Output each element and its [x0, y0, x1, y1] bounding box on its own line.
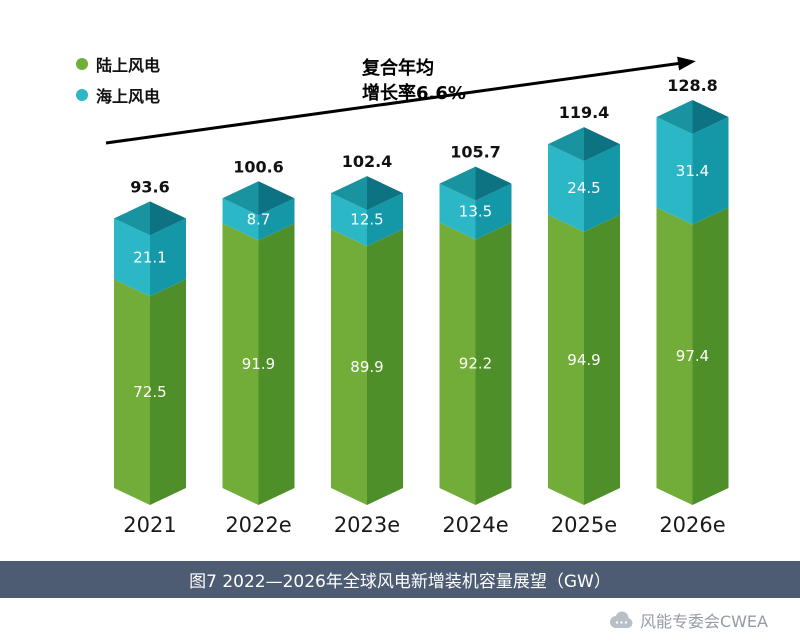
offshore-value-label: 21.1 — [133, 248, 166, 266]
category-label: 2022e — [225, 513, 291, 537]
onshore-right-face — [367, 229, 403, 505]
offshore-top-cap-right — [367, 176, 403, 211]
offshore-top-cap-right — [475, 166, 512, 201]
total-label: 102.4 — [342, 152, 393, 171]
offshore-top-cap-right — [258, 181, 295, 216]
chart-legend: 陆上风电 海上风电 — [76, 52, 160, 107]
total-label: 128.8 — [667, 76, 718, 95]
bar-2026e: 128.8 31.4 97.4 2026e — [656, 76, 729, 537]
offshore-top-cap-right — [150, 201, 186, 236]
offshore-top-cap-left — [548, 127, 584, 162]
onshore-right-face — [692, 207, 729, 505]
offshore-value-label: 8.7 — [247, 210, 271, 228]
category-label: 2021 — [123, 513, 176, 537]
onshore-left-face — [439, 222, 476, 506]
offshore-left-face — [548, 144, 584, 232]
legend-label-onshore: 陆上风电 — [96, 56, 161, 75]
onshore-left-face — [222, 223, 259, 505]
offshore-top-cap-left — [114, 201, 150, 236]
onshore-right-face — [258, 223, 295, 505]
bar-2021: 93.6 21.1 72.5 2021 — [114, 177, 186, 537]
figure-caption: 图7 2022—2026年全球风电新增装机容量展望（GW） — [189, 572, 611, 592]
onshore-value-label: 89.9 — [350, 358, 383, 376]
offshore-left-face — [222, 198, 259, 241]
cagr-annotation-line2: 增长率6.6% — [362, 83, 466, 104]
offshore-value-label: 24.5 — [567, 179, 600, 197]
offshore-right-face — [258, 198, 295, 241]
total-label: 119.4 — [559, 103, 610, 122]
offshore-right-face — [367, 193, 403, 247]
total-label: 100.6 — [233, 157, 284, 176]
offshore-right-face — [475, 183, 512, 240]
legend-item-onshore: 陆上风电 — [76, 52, 160, 76]
total-label: 105.7 — [450, 143, 501, 162]
bar-2022e: 100.6 8.7 91.9 2022e — [222, 157, 295, 537]
legend-item-offshore: 海上风电 — [76, 83, 160, 107]
offshore-top-cap-left — [439, 166, 476, 201]
category-label: 2024e — [442, 513, 508, 537]
offshore-value-label: 13.5 — [459, 203, 492, 221]
onshore-value-label: 72.5 — [133, 383, 166, 401]
offshore-top-cap-left — [656, 100, 693, 135]
legend-swatch-onshore — [76, 58, 88, 70]
cagr-annotation: 复合年均 增长率6.6% — [362, 56, 466, 106]
onshore-left-face — [331, 229, 367, 505]
offshore-right-face — [692, 117, 729, 225]
onshore-value-label: 94.9 — [567, 351, 600, 369]
bar-2025e: 119.4 24.5 94.9 2025e — [548, 103, 620, 537]
footer-brand-text: 风能专委会CWEA — [639, 612, 768, 631]
category-label: 2025e — [551, 513, 617, 537]
cagr-annotation-line1: 复合年均 — [362, 58, 434, 79]
onshore-left-face — [548, 214, 584, 506]
onshore-value-label: 97.4 — [676, 347, 709, 365]
growth-arrow — [105, 56, 696, 145]
bar-2024e: 105.7 13.5 92.2 2024e — [439, 143, 512, 537]
offshore-left-face — [439, 183, 476, 240]
legend-label-offshore: 海上风电 — [96, 87, 161, 106]
category-label: 2026e — [659, 513, 725, 537]
onshore-right-face — [475, 222, 512, 506]
offshore-right-face — [584, 144, 620, 232]
offshore-top-cap-right — [584, 127, 620, 162]
chart-area: 93.6 21.1 72.5 2021 100.6 8.7 91.9 2022e 102.4 12… — [105, 56, 729, 537]
offshore-value-label: 31.4 — [676, 162, 709, 180]
onshore-value-label: 91.9 — [242, 355, 275, 373]
offshore-value-label: 12.5 — [350, 211, 383, 229]
figure-caption-bar: 图7 2022—2026年全球风电新增装机容量展望（GW） — [0, 561, 800, 598]
offshore-left-face — [114, 218, 150, 297]
onshore-left-face — [656, 207, 693, 505]
offshore-top-cap-right — [692, 100, 729, 135]
offshore-left-face — [331, 193, 367, 247]
total-label: 93.6 — [130, 177, 169, 196]
bar-2023e: 102.4 12.5 89.9 2023e — [331, 152, 403, 537]
offshore-top-cap-left — [222, 181, 259, 216]
offshore-right-face — [150, 218, 186, 297]
footer-watermark: 风能专委会CWEA — [608, 606, 768, 634]
onshore-value-label: 92.2 — [459, 355, 492, 373]
offshore-top-cap-left — [331, 176, 367, 211]
onshore-right-face — [584, 214, 620, 506]
cloud-logo-icon — [609, 611, 633, 628]
legend-swatch-offshore — [76, 89, 88, 101]
onshore-right-face — [150, 279, 186, 505]
onshore-left-face — [114, 279, 150, 505]
offshore-left-face — [656, 117, 693, 225]
category-label: 2023e — [334, 513, 400, 537]
